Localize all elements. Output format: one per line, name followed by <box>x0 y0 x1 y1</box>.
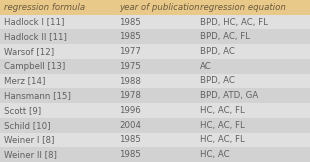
Text: 1978: 1978 <box>119 91 141 100</box>
Text: Hadlock I [11]: Hadlock I [11] <box>4 18 65 27</box>
Text: Weiner II [8]: Weiner II [8] <box>4 150 57 159</box>
Text: HC, AC, FL: HC, AC, FL <box>200 135 245 144</box>
Text: BPD, AC, FL: BPD, AC, FL <box>200 32 250 41</box>
Bar <box>0 103 310 118</box>
Text: 2004: 2004 <box>119 121 141 130</box>
Bar <box>0 59 310 74</box>
Bar <box>0 133 310 147</box>
Text: Campbell [13]: Campbell [13] <box>4 62 66 71</box>
Text: BPD, AC: BPD, AC <box>200 76 235 86</box>
Text: 1985: 1985 <box>119 18 141 27</box>
Text: Schild [10]: Schild [10] <box>4 121 51 130</box>
Text: BPD, HC, AC, FL: BPD, HC, AC, FL <box>200 18 268 27</box>
Bar <box>0 0 310 15</box>
Text: HC, AC, FL: HC, AC, FL <box>200 121 245 130</box>
Text: 1996: 1996 <box>119 106 141 115</box>
Bar <box>0 74 310 88</box>
Text: HC, AC: HC, AC <box>200 150 230 159</box>
Bar <box>0 15 310 29</box>
Bar <box>0 29 310 44</box>
Bar <box>0 118 310 133</box>
Text: Hadlock II [11]: Hadlock II [11] <box>4 32 67 41</box>
Text: Hansmann [15]: Hansmann [15] <box>4 91 71 100</box>
Text: 1975: 1975 <box>119 62 141 71</box>
Text: Weiner I [8]: Weiner I [8] <box>4 135 55 144</box>
Text: 1985: 1985 <box>119 150 141 159</box>
Text: regression formula: regression formula <box>4 3 86 12</box>
Text: BPD, AC: BPD, AC <box>200 47 235 56</box>
Text: year of publication: year of publication <box>119 3 200 12</box>
Text: Warsof [12]: Warsof [12] <box>4 47 55 56</box>
Text: 1977: 1977 <box>119 47 141 56</box>
Text: BPD, ATD, GA: BPD, ATD, GA <box>200 91 258 100</box>
Text: AC: AC <box>200 62 212 71</box>
Text: regression equation: regression equation <box>200 3 286 12</box>
Text: 1985: 1985 <box>119 135 141 144</box>
Text: Scott [9]: Scott [9] <box>4 106 42 115</box>
Text: Merz [14]: Merz [14] <box>4 76 46 86</box>
Text: 1985: 1985 <box>119 32 141 41</box>
Bar <box>0 44 310 59</box>
Text: 1988: 1988 <box>119 76 141 86</box>
Text: HC, AC, FL: HC, AC, FL <box>200 106 245 115</box>
Bar <box>0 88 310 103</box>
Bar <box>0 147 310 162</box>
